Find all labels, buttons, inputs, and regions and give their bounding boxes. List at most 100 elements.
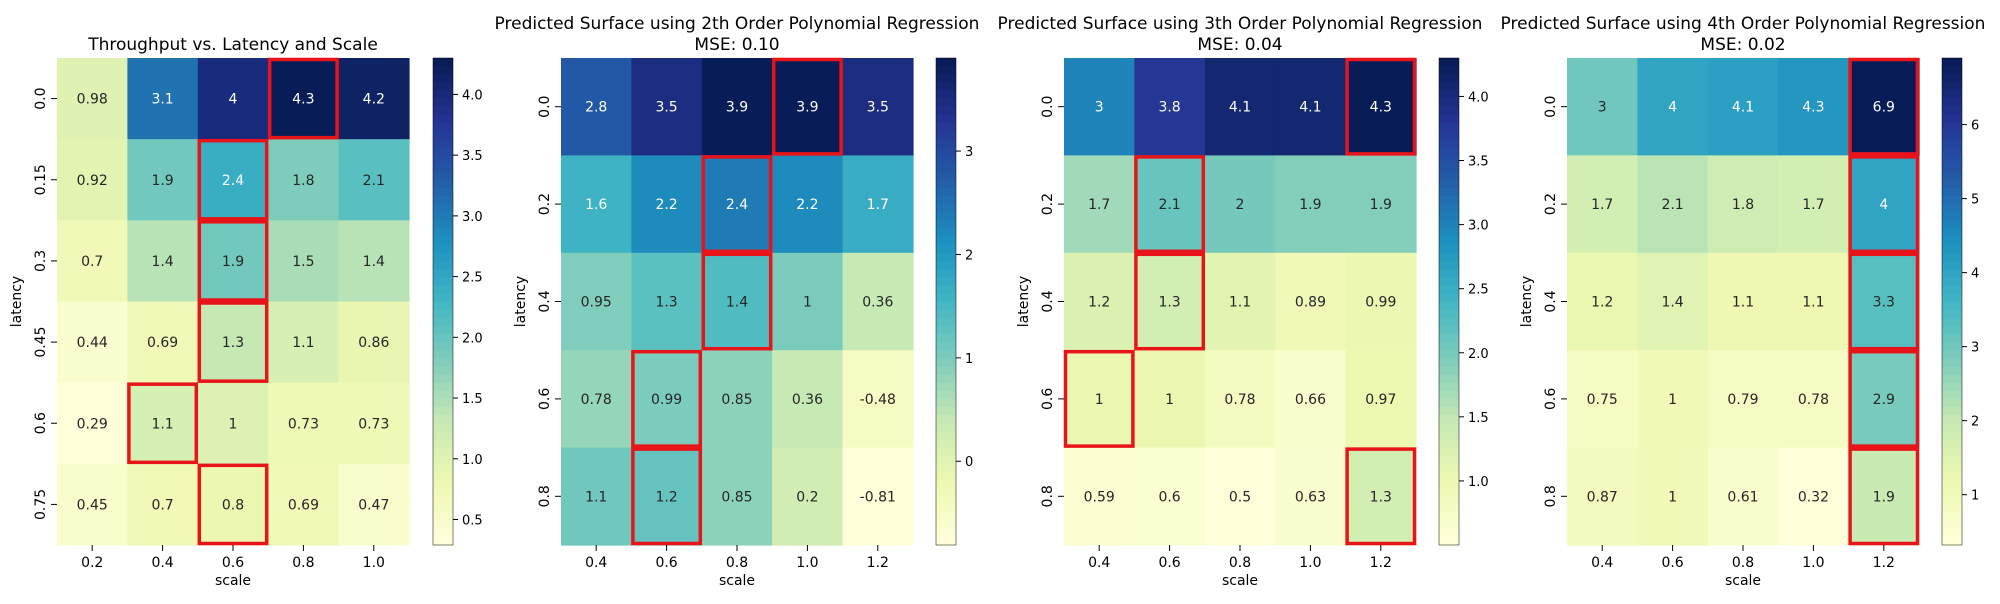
colorbar-segment — [1439, 480, 1459, 489]
heatmap-cell — [842, 447, 914, 546]
colorbar-segment — [936, 66, 956, 76]
colorbar-segment — [433, 415, 453, 425]
cell-value-label: 6.9 — [1873, 100, 1895, 116]
heatmap-cell — [1567, 252, 1638, 351]
colorbar-segment — [1942, 195, 1962, 205]
x-tick-label: 0.8 — [292, 555, 314, 571]
colorbar-segment — [433, 98, 453, 108]
colorbar-segment — [936, 488, 956, 498]
colorbar-segment — [936, 463, 956, 473]
colorbar-segment — [433, 187, 453, 197]
x-axis-label: scale — [215, 573, 251, 589]
heatmap-cell — [701, 155, 773, 254]
colorbar-segment — [433, 212, 453, 222]
cell-value-label: 1.4 — [726, 295, 748, 311]
heatmap-cell — [1275, 155, 1347, 254]
colorbar-segment — [433, 309, 453, 319]
cell-value-label: 4 — [1879, 197, 1888, 213]
colorbar-segment — [433, 236, 453, 246]
heatmap-cell — [197, 301, 269, 384]
cell-value-label: 1.4 — [363, 254, 385, 270]
colorbar-segment — [936, 407, 956, 416]
colorbar-tick-label: 1.0 — [462, 453, 483, 468]
colorbar-segment — [1942, 285, 1962, 295]
colorbar-segment — [433, 277, 453, 287]
x-tick-label: 0.6 — [222, 555, 244, 571]
colorbar-segment — [1942, 415, 1962, 425]
colorbar-segment — [936, 480, 956, 489]
cell-value-label: 1.7 — [1802, 197, 1824, 213]
colorbar-segment — [936, 122, 956, 132]
cell-value-label: 0.7 — [81, 254, 103, 270]
y-tick-label: 0.8 — [1040, 485, 1056, 507]
cell-value-label: 0.69 — [147, 335, 178, 351]
cell-value-label: 1.1 — [1732, 295, 1754, 311]
colorbar-segment — [433, 269, 453, 278]
y-tick-label: 0.2 — [537, 193, 553, 215]
heatmap-cell — [1345, 447, 1417, 546]
colorbar-segment — [1439, 82, 1459, 92]
y-tick-label: 0.3 — [33, 250, 49, 272]
colorbar-segment — [936, 382, 956, 392]
colorbar-segment — [936, 82, 956, 92]
heatmap-cell — [701, 252, 773, 351]
cell-value-label: 1.7 — [1591, 197, 1613, 213]
cell-value-label: 2.8 — [585, 100, 607, 116]
colorbar-segment — [433, 512, 453, 522]
heatmap-cell — [772, 58, 844, 156]
heatmap-cell — [57, 139, 128, 221]
x-tick-label: 1.0 — [796, 555, 818, 571]
y-tick-label: 0.0 — [537, 96, 553, 118]
colorbar-segment — [1942, 66, 1962, 76]
colorbar-segment — [1439, 431, 1459, 441]
colorbar-segment — [1942, 228, 1962, 238]
cell-value-label: 0.5 — [1229, 489, 1251, 505]
colorbar-segment — [1439, 114, 1459, 124]
colorbar-segment — [433, 471, 453, 481]
colorbar-segment — [936, 277, 956, 287]
colorbar-segment — [1942, 455, 1962, 465]
heatmap-cell — [1134, 350, 1206, 449]
x-tick-label: 1.0 — [1802, 555, 1824, 571]
colorbar-segment — [1439, 471, 1459, 481]
colorbar-segment — [433, 366, 453, 376]
cell-value-label: 1.2 — [1088, 295, 1110, 311]
colorbar-segment — [433, 317, 453, 327]
colorbar-segment — [1942, 106, 1962, 116]
colorbar-segment — [936, 236, 956, 246]
cell-value-label: 0.92 — [77, 173, 108, 189]
colorbar-frame — [1941, 57, 1963, 546]
row-max-highlight — [1134, 252, 1206, 351]
colorbar-segment — [1439, 147, 1459, 157]
x-tick-label: 0.8 — [1229, 555, 1251, 571]
cell-value-label: 3 — [1095, 100, 1104, 116]
cell-value-label: 1.3 — [1370, 489, 1392, 505]
row-max-highlight — [197, 301, 269, 383]
colorbar-segment — [936, 325, 956, 335]
colorbar-segment — [1439, 415, 1459, 425]
colorbar-segment — [936, 147, 956, 157]
y-axis-label: latency — [1016, 276, 1032, 327]
x-tick-label: 0.6 — [1158, 555, 1180, 571]
chart-subtitle: MSE: 0.04 — [1197, 35, 1282, 55]
cell-value-label: 0.66 — [1295, 392, 1326, 408]
colorbar-segment — [1942, 82, 1962, 92]
heatmap-cell — [1848, 252, 1920, 351]
y-tick-label: 0.8 — [1543, 485, 1559, 507]
x-axis-label: scale — [1725, 573, 1761, 589]
colorbar-segment — [1439, 455, 1459, 465]
heatmap-cell — [1134, 58, 1206, 156]
colorbar-frame — [935, 57, 957, 546]
colorbar-segment — [433, 350, 453, 360]
row-max-highlight — [771, 57, 843, 156]
y-tick-label: 0.6 — [1040, 388, 1056, 410]
colorbar-tick-label: 6 — [1971, 119, 1979, 134]
colorbar-segment — [1439, 220, 1459, 230]
colorbar-tick-label: 3 — [965, 145, 973, 160]
colorbar-segment — [433, 131, 453, 140]
y-tick-label: 0.0 — [33, 87, 49, 109]
heatmap-cell — [57, 220, 128, 303]
heatmap-cell — [842, 350, 914, 449]
colorbar-segment — [936, 244, 956, 254]
chart-title: Predicted Surface using 3th Order Polyno… — [998, 14, 1483, 34]
